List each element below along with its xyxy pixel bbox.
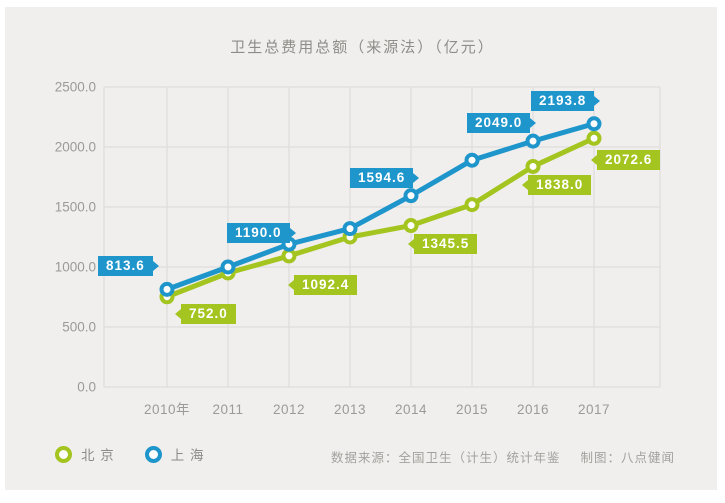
data-source-text: 数据来源：全国卫生（计生）统计年鉴	[331, 451, 561, 465]
beijing-legend-marker-icon	[55, 445, 72, 463]
y-axis-tick-1500.0: 1500.0	[55, 200, 96, 215]
北京-line	[164, 135, 597, 300]
flag-tip	[591, 155, 597, 166]
shanghai-legend-marker-icon	[144, 445, 162, 463]
data-point-上海-2010年	[159, 281, 175, 297]
data-point-上海-2016	[525, 133, 541, 149]
y-axis-tick-0.0: 0.0	[77, 380, 96, 395]
data-point-北京-2014	[403, 218, 419, 234]
chart-title: 卫生总费用总额（来源法）（亿元）	[230, 39, 495, 56]
data-point-上海-2015	[464, 152, 480, 168]
data-label-上海-2012: 1190.0	[227, 223, 296, 244]
data-label-上海-2010年: 813.6	[98, 256, 159, 277]
data-label-上海-2014: 1594.6	[350, 167, 420, 188]
flag-tip	[288, 279, 294, 290]
上海-line	[164, 121, 597, 292]
x-axis-tick-2013: 2013	[334, 402, 366, 417]
y-axis-tick-500.0: 500.0	[62, 320, 96, 335]
data-label-北京-2012: 1092.4	[288, 274, 358, 295]
y-axis-tick-2500.0: 2500.0	[55, 80, 96, 95]
flag-tip	[413, 172, 420, 183]
legend-item-shanghai: 上 海	[144, 444, 205, 464]
chart-footer: 数据来源：全国卫生（计生）统计年鉴 制图：八点健闻	[331, 447, 675, 466]
data-point-北京-2016	[525, 158, 541, 174]
flag-tip	[522, 180, 528, 191]
credit-text: 制图：八点健闻	[580, 451, 676, 465]
data-point-上海-2011	[220, 259, 236, 275]
x-axis-tick-2016: 2016	[517, 402, 549, 417]
data-label-上海-2016: 2049.0	[467, 113, 537, 134]
flag-tip	[594, 95, 601, 106]
data-label-北京-2014: 1345.5	[408, 233, 478, 254]
legend-label-beijing: 北 京	[81, 448, 115, 463]
data-point-上海-2017	[586, 116, 602, 132]
legend-label-shanghai: 上 海	[170, 448, 205, 463]
data-point-北京-2017	[586, 130, 602, 146]
flag-tip	[152, 261, 159, 272]
flag-tip	[289, 228, 296, 239]
x-axis-tick-2011: 2011	[212, 402, 243, 417]
data-label-北京-2016: 1838.0	[522, 175, 592, 196]
data-point-上海-2013	[342, 221, 358, 237]
flag-tip	[408, 238, 414, 249]
legend-item-beijing: 北 京	[55, 444, 115, 464]
y-axis-tick-1000.0: 1000.0	[55, 260, 96, 275]
data-label-北京-2010年: 752.0	[175, 303, 236, 324]
data-label-上海-2017: 2193.8	[531, 90, 601, 111]
x-axis-tick-2010年: 2010年	[144, 402, 190, 417]
flag-tip	[175, 308, 181, 319]
data-point-北京-2015	[464, 197, 480, 213]
x-axis-tick-2015: 2015	[456, 402, 488, 417]
data-label-北京-2017: 2072.6	[591, 150, 661, 171]
chart-legend: 北 京 上 海	[55, 444, 205, 464]
flag-tip	[530, 118, 537, 129]
x-axis-tick-2012: 2012	[273, 402, 305, 417]
data-point-上海-2014	[403, 188, 419, 204]
x-axis-tick-2017: 2017	[578, 402, 610, 417]
x-axis-tick-2014: 2014	[395, 402, 427, 417]
y-axis-tick-2000.0: 2000.0	[55, 140, 96, 155]
